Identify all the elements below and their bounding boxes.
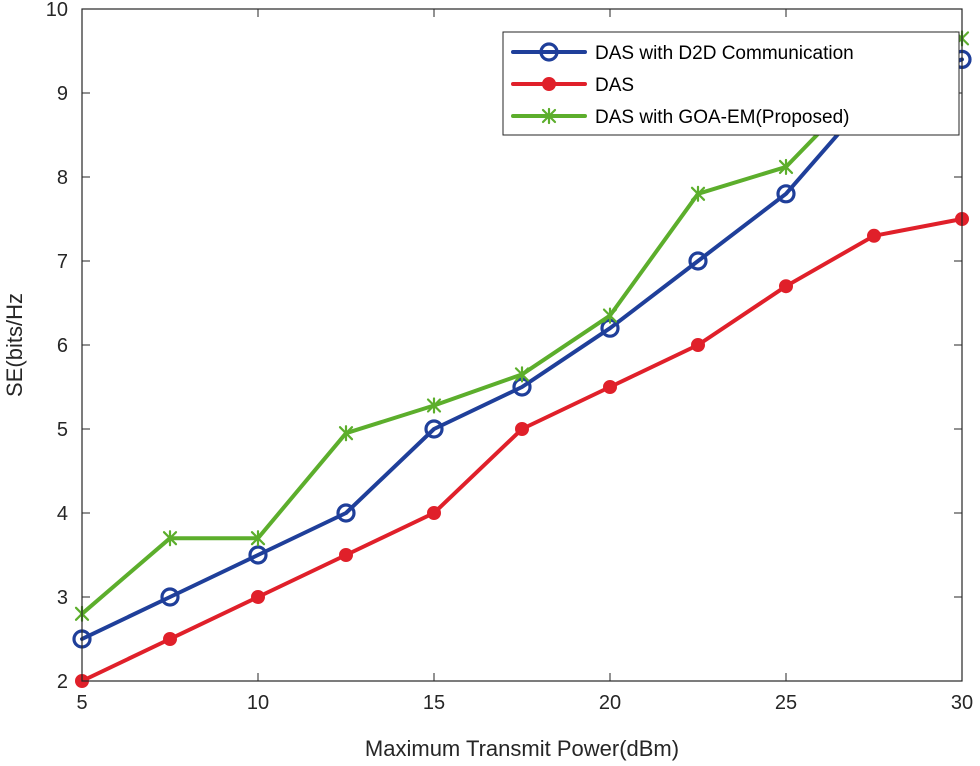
legend: DAS with D2D Communication DAS DAS with … (502, 31, 960, 136)
data-point (515, 422, 529, 436)
legend-marker (541, 107, 557, 125)
legend-label-das: DAS (595, 75, 634, 96)
series-1 (75, 212, 969, 688)
y-tick-label: 3 (57, 587, 68, 609)
data-point (339, 548, 353, 562)
y-tick-label: 4 (57, 503, 68, 525)
data-point (160, 587, 180, 607)
data-point (690, 185, 706, 202)
x-tick-label: 25 (775, 692, 797, 714)
y-tick-label: 8 (57, 167, 68, 189)
legend-sample-goa-em (511, 107, 587, 125)
legend-marker (539, 42, 559, 62)
axis-ticks: 5 10 15 20 25 30 2 3 4 5 6 7 8 9 10 (46, 0, 973, 714)
legend-entry-goa-em: DAS with GOA-EM(Proposed) (511, 107, 849, 128)
data-point (602, 307, 618, 324)
legend-marker (542, 77, 556, 91)
data-point (779, 279, 793, 294)
legend-entry-d2d: DAS with D2D Communication (511, 42, 854, 64)
y-axis-title: SE(bits/Hz (2, 293, 27, 397)
data-point (691, 338, 705, 352)
x-tick-label: 5 (76, 692, 87, 714)
y-tick-label: 7 (57, 251, 68, 273)
legend-sample-das (511, 77, 587, 91)
data-point (248, 545, 268, 565)
data-point (427, 506, 441, 520)
data-point (163, 632, 177, 646)
legend-entry-das: DAS (511, 75, 634, 96)
y-tick-label: 5 (57, 419, 68, 441)
x-tick-label: 30 (951, 692, 973, 714)
data-point (867, 228, 881, 243)
data-point (424, 419, 444, 439)
data-point (514, 366, 530, 383)
data-point (250, 530, 266, 547)
data-point (336, 503, 356, 523)
data-point (603, 380, 617, 394)
data-point (776, 184, 796, 204)
x-axis-title: Maximum Transmit Power(dBm) (365, 736, 679, 761)
data-point (688, 251, 708, 271)
data-point (778, 158, 794, 176)
series-0 (72, 49, 972, 649)
series-layer (72, 30, 972, 688)
x-tick-label: 15 (423, 692, 445, 714)
series-line-0 (80, 57, 964, 641)
legend-sample-d2d (511, 42, 587, 62)
data-point (426, 397, 442, 414)
legend-label-goa-em: DAS with GOA-EM(Proposed) (595, 107, 849, 128)
x-tick-label: 20 (599, 692, 621, 714)
legend-label-d2d: DAS with D2D Communication (595, 43, 854, 64)
data-point (251, 590, 265, 604)
y-tick-label: 2 (57, 671, 68, 693)
x-tick-label: 10 (247, 692, 269, 714)
data-point (338, 425, 354, 442)
data-point (162, 530, 178, 547)
y-tick-label: 6 (57, 335, 68, 357)
y-tick-label: 9 (57, 83, 68, 105)
y-tick-label: 10 (46, 0, 68, 21)
